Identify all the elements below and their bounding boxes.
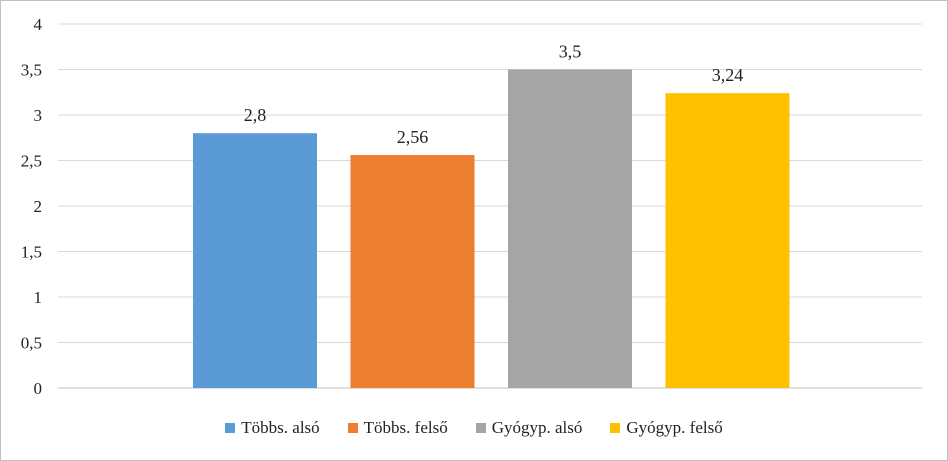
bars: [193, 69, 790, 388]
data-label: 2,8: [244, 105, 267, 125]
legend-swatch: [475, 423, 486, 433]
y-axis-ticks: 0 0,5 1 1,5 2 2,5 3 3,5 4: [21, 15, 43, 398]
y-tick-label: 3: [34, 106, 43, 125]
data-label: 3,5: [559, 42, 582, 62]
bar: [193, 133, 317, 388]
y-tick-label: 3,5: [21, 61, 42, 80]
y-tick-label: 4: [34, 15, 43, 34]
legend-label: Gyógyp. felső: [626, 418, 723, 437]
gridlines: [58, 23, 922, 389]
legend-item: Gyógyp. alsó: [475, 418, 583, 438]
legend-label: Többs. alsó: [241, 418, 320, 437]
data-label: 2,56: [397, 127, 429, 147]
legend-swatch: [347, 423, 358, 433]
data-labels: 2,8 2,56 3,5 3,24: [244, 42, 744, 148]
y-tick-label: 1,5: [21, 243, 42, 262]
bar: [350, 155, 475, 388]
y-tick-label: 1: [34, 288, 43, 307]
legend-label: Gyógyp. alsó: [491, 418, 583, 437]
y-tick-label: 0,5: [21, 334, 42, 353]
legend-swatch: [225, 423, 236, 433]
legend-item: Gyógyp. felső: [610, 418, 723, 438]
legend-label: Többs. felső: [363, 418, 448, 437]
y-tick-label: 0: [34, 379, 43, 398]
bar: [665, 93, 790, 388]
y-tick-label: 2: [34, 197, 43, 216]
legend-item: Többs. alsó: [225, 418, 320, 438]
legend-item: Többs. felső: [347, 418, 448, 438]
legend: Többs. alsó Többs. felső Gyógyp. alsó Gyógy…: [0, 418, 948, 438]
data-label: 3,24: [712, 65, 744, 85]
y-tick-label: 2,5: [21, 152, 42, 171]
bar: [508, 69, 632, 388]
legend-swatch: [610, 423, 621, 433]
